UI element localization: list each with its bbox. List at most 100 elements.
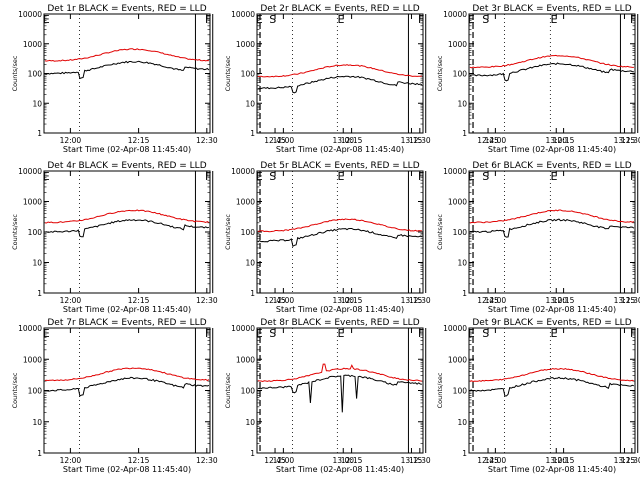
time-marker-label: E (551, 327, 558, 340)
x-tick-label: 13:15 (614, 296, 636, 305)
x-tick-label: 12:15 (341, 136, 363, 145)
plot-frame (256, 13, 424, 134)
x-tick-label: 13:15 (401, 296, 423, 305)
y-tick-label: 10000 (231, 167, 255, 176)
lld-series-line (469, 367, 635, 383)
x-tick-label: 12:30 (409, 456, 431, 465)
time-marker-label: F (630, 327, 636, 340)
y-tick-label: 1 (37, 289, 42, 298)
time-marker-label: F (418, 327, 424, 340)
y-tick-label: 100 (453, 228, 468, 237)
detector-panel-8: Det 8r BLACK = Events, RED = LLD 1 10 100 10… (224, 318, 636, 474)
x-tick-label: 12:45 (264, 456, 286, 465)
y-axis-label: Counts/sec (436, 372, 444, 408)
y-axis-label: Counts/sec (11, 214, 19, 250)
time-marker-label: E (43, 170, 50, 183)
events-series-line (257, 75, 423, 94)
y-tick-label: 10 (245, 259, 255, 268)
y-tick-label: 1000 (448, 40, 467, 49)
y-axis-label: Counts/sec (436, 55, 444, 91)
y-tick-label: 10 (457, 259, 467, 268)
x-tick-label: 12:30 (621, 456, 640, 465)
y-tick-label: 1 (250, 129, 255, 138)
panel-title: Det 7r BLACK = Events, RED = LLD (47, 318, 206, 328)
y-tick-label: 10000 (231, 324, 255, 333)
x-tick-label: 12:45 (477, 136, 499, 145)
y-axis-label: Counts/sec (11, 55, 19, 91)
x-axis-label: Start Time (02-Apr-08 11:45:40) (488, 465, 616, 474)
y-axis-label: Counts/sec (224, 372, 232, 408)
y-tick-label: 1 (462, 129, 467, 138)
y-tick-label: 10000 (18, 10, 42, 19)
y-tick-label: 100 (241, 70, 256, 79)
plot-frame (256, 327, 424, 454)
time-marker-label: E (468, 327, 475, 340)
time-marker-label: E (468, 13, 475, 26)
detector-panel-6: Det 6r BLACK = Events, RED = LLD 1 10 100 10… (436, 161, 640, 314)
y-tick-label: 10000 (231, 10, 255, 19)
time-marker-label: S (482, 170, 489, 183)
x-tick-label: 13:15 (614, 456, 636, 465)
x-tick-label: 12:45 (477, 456, 499, 465)
time-marker-label: S (482, 327, 489, 340)
time-marker-label: E (551, 13, 558, 26)
x-tick-label: 12:30 (196, 136, 218, 145)
time-marker-label: F (630, 13, 636, 26)
time-marker-label: F (630, 170, 636, 183)
time-marker-label: S (482, 13, 489, 26)
x-tick-label: 12:00 (60, 136, 82, 145)
x-tick-label: 12:30 (409, 136, 431, 145)
detector-panel-3: Det 3r BLACK = Events, RED = LLD 1 10 100 10… (436, 4, 640, 154)
x-tick-label: 13:15 (614, 136, 636, 145)
x-tick-label: 12:30 (196, 296, 218, 305)
y-axis-label: Counts/sec (224, 55, 232, 91)
x-axis-label: Start Time (02-Apr-08 11:45:40) (488, 305, 616, 314)
panel-title: Det 5r BLACK = Events, RED = LLD (260, 161, 419, 171)
plot-frame (43, 170, 211, 294)
y-tick-label: 1000 (23, 355, 42, 364)
plot-frame (468, 327, 636, 454)
panel-title: Det 9r BLACK = Events, RED = LLD (472, 318, 631, 328)
lld-series-line (257, 363, 422, 383)
time-marker-label: E (256, 170, 263, 183)
events-series-line (257, 228, 423, 247)
plot-frame (468, 13, 636, 134)
time-marker-label: E (468, 170, 475, 183)
x-tick-label: 12:45 (477, 296, 499, 305)
lld-series-line (469, 54, 634, 69)
x-tick-label: 12:00 (273, 136, 295, 145)
y-tick-label: 10 (32, 259, 42, 268)
x-tick-label: 13:00 (545, 456, 567, 465)
x-tick-label: 12:30 (409, 296, 431, 305)
y-axis-label: Counts/sec (11, 372, 19, 408)
x-tick-label: 12:15 (553, 296, 575, 305)
x-axis-label: Start Time (02-Apr-08 11:45:40) (276, 465, 404, 474)
x-tick-label: 12:00 (60, 296, 82, 305)
detector-panel-2: Det 2r BLACK = Events, RED = LLD 1 10 100 10… (224, 4, 636, 154)
x-tick-label: 12:15 (341, 456, 363, 465)
detector-panel-5: Det 5r BLACK = Events, RED = LLD 1 10 100 10… (224, 161, 636, 314)
y-tick-label: 1 (37, 129, 42, 138)
x-tick-label: 13:00 (332, 296, 354, 305)
x-axis-label: Start Time (02-Apr-08 11:45:40) (488, 145, 616, 154)
events-series-line (257, 374, 422, 413)
y-tick-label: 10000 (443, 324, 467, 333)
lld-series-line (257, 218, 422, 233)
x-tick-label: 12:30 (196, 456, 218, 465)
y-tick-label: 1000 (448, 355, 467, 364)
time-marker-label: F (205, 170, 211, 183)
x-axis-label: Start Time (02-Apr-08 11:45:40) (276, 305, 404, 314)
y-tick-label: 10 (245, 99, 255, 108)
time-marker-label: E (43, 327, 50, 340)
y-tick-label: 10000 (18, 324, 42, 333)
y-tick-label: 10000 (18, 167, 42, 176)
x-axis-label: Start Time (02-Apr-08 11:45:40) (63, 305, 191, 314)
y-axis-label: Counts/sec (436, 214, 444, 250)
time-marker-label: E (338, 327, 345, 340)
y-tick-label: 10 (245, 418, 255, 427)
y-tick-label: 1000 (23, 198, 42, 207)
y-tick-label: 1 (250, 449, 255, 458)
x-tick-label: 13:15 (401, 456, 423, 465)
x-tick-label: 12:15 (128, 296, 150, 305)
